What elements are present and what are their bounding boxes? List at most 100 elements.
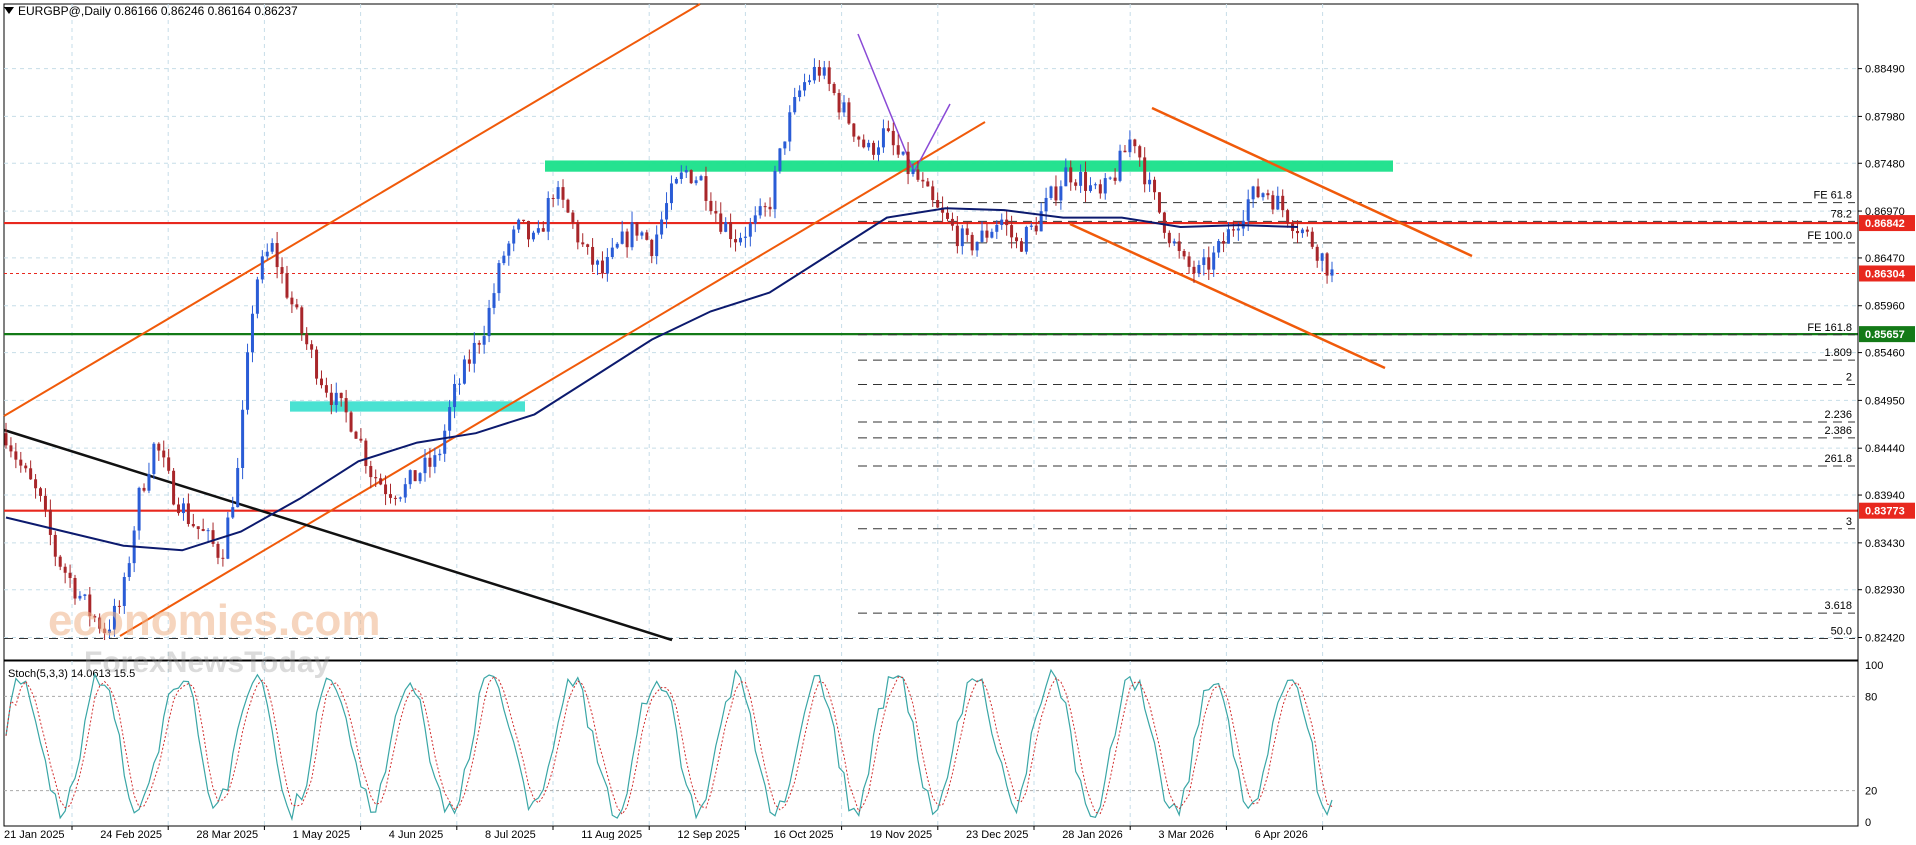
candle-body — [1084, 171, 1088, 191]
fibonacci-level-label: 78.2 — [1831, 208, 1852, 220]
candle-body — [448, 407, 452, 431]
candle-body — [157, 443, 161, 451]
candle-body — [1103, 178, 1107, 194]
candle-body — [881, 128, 885, 148]
candle-body — [398, 497, 402, 499]
candle-body — [832, 83, 836, 94]
stoch-main-line — [5, 668, 1333, 822]
candle-body — [561, 187, 565, 200]
candle-body — [78, 595, 82, 599]
candle-body — [911, 169, 915, 175]
candle-body — [9, 445, 13, 452]
candle-body — [1133, 139, 1137, 147]
candle-body — [24, 465, 28, 469]
stoch-axis-label: 0 — [1865, 817, 1871, 829]
candle-body — [1251, 186, 1255, 200]
candle-body — [275, 243, 279, 268]
fibonacci-level-label: FE 100.0 — [1807, 230, 1852, 242]
candle-body — [1059, 186, 1063, 201]
candle-body — [1202, 257, 1206, 265]
candle-body — [876, 147, 880, 155]
candle-body — [418, 473, 422, 482]
candle-body — [650, 239, 654, 257]
candle-body — [137, 487, 141, 531]
candle-body — [487, 307, 491, 337]
candle-body — [1325, 253, 1329, 276]
candle-body — [122, 577, 126, 606]
candle-body — [965, 228, 969, 235]
candle-body — [1305, 229, 1309, 232]
time-axis-label: 11 Aug 2025 — [581, 829, 642, 840]
candle-body — [388, 494, 392, 498]
candle-body — [615, 243, 619, 248]
time-axis-label: 28 Jan 2026 — [1062, 829, 1123, 840]
price-level-tag-label: 0.86304 — [1865, 268, 1906, 280]
price-level-tag — [1859, 265, 1915, 282]
collapse-triangle-icon[interactable] — [4, 7, 14, 14]
ascending-channel-upper — [3, 3, 701, 417]
candle-body — [793, 97, 797, 113]
candle-body — [531, 232, 535, 240]
candle-body — [112, 605, 116, 630]
candle-body — [748, 223, 752, 237]
candle-body — [842, 102, 846, 113]
candle-body — [172, 470, 176, 505]
candle-body — [492, 293, 496, 308]
candle-body — [221, 557, 225, 559]
candle-body — [586, 244, 590, 247]
watermark-logo: economies.com — [48, 596, 381, 645]
candle-body — [502, 255, 506, 264]
time-axis-label: 19 Nov 2025 — [870, 829, 932, 840]
candle-body — [458, 383, 462, 385]
candle-body — [753, 215, 757, 224]
candle-body — [1024, 226, 1028, 252]
candle-body — [837, 93, 841, 113]
candle-body — [216, 543, 220, 558]
price-axis-label: 0.87980 — [1865, 111, 1905, 123]
candle-body — [1315, 246, 1319, 261]
time-axis-label: 12 Sep 2025 — [677, 829, 739, 840]
candle-body — [975, 241, 979, 251]
candle-body — [39, 488, 43, 496]
candle-body — [295, 304, 299, 308]
candle-body — [541, 228, 545, 232]
candle-body — [630, 222, 634, 248]
candle-body — [803, 82, 807, 91]
candle-body — [827, 67, 831, 84]
candle-body — [1271, 195, 1275, 210]
candle-body — [906, 151, 910, 175]
candle-body — [946, 212, 950, 219]
candle-body — [334, 392, 338, 405]
candle-body — [1261, 193, 1265, 198]
candle-body — [211, 530, 215, 544]
candle-body — [867, 142, 871, 148]
price-axis-label: 0.82930 — [1865, 585, 1905, 597]
candle-body — [798, 90, 802, 98]
candle-body — [1197, 264, 1201, 274]
candle-body — [862, 139, 866, 148]
candle-body — [324, 385, 328, 393]
stoch-indicator-label: Stoch(5,3,3) 14.0613 15.5 — [8, 668, 135, 680]
stoch-signal-line — [5, 675, 1333, 816]
time-axis-label: 28 Mar 2025 — [196, 829, 258, 840]
moving-average-line — [5, 207, 1299, 552]
fibonacci-level-label: 50.0 — [1831, 625, 1852, 637]
descending-channel-lower — [1069, 222, 1386, 370]
price-axis-label: 0.85460 — [1865, 348, 1905, 360]
candle-body — [546, 198, 550, 232]
candle-body — [950, 218, 954, 226]
candle-body — [68, 572, 72, 578]
time-axis-label: 16 Oct 2025 — [774, 829, 834, 840]
candle-body — [694, 180, 698, 184]
candle-body — [1212, 252, 1216, 270]
fibonacci-level-label: 2.386 — [1824, 425, 1852, 437]
candle-body — [536, 228, 540, 233]
candle-body — [931, 186, 935, 201]
candle-body — [191, 523, 195, 527]
candle-body — [1300, 229, 1304, 234]
stoch-axis-label: 100 — [1865, 660, 1883, 672]
candle-body — [349, 412, 353, 432]
price-level-tag — [1859, 326, 1915, 343]
candle-body — [1108, 177, 1112, 179]
